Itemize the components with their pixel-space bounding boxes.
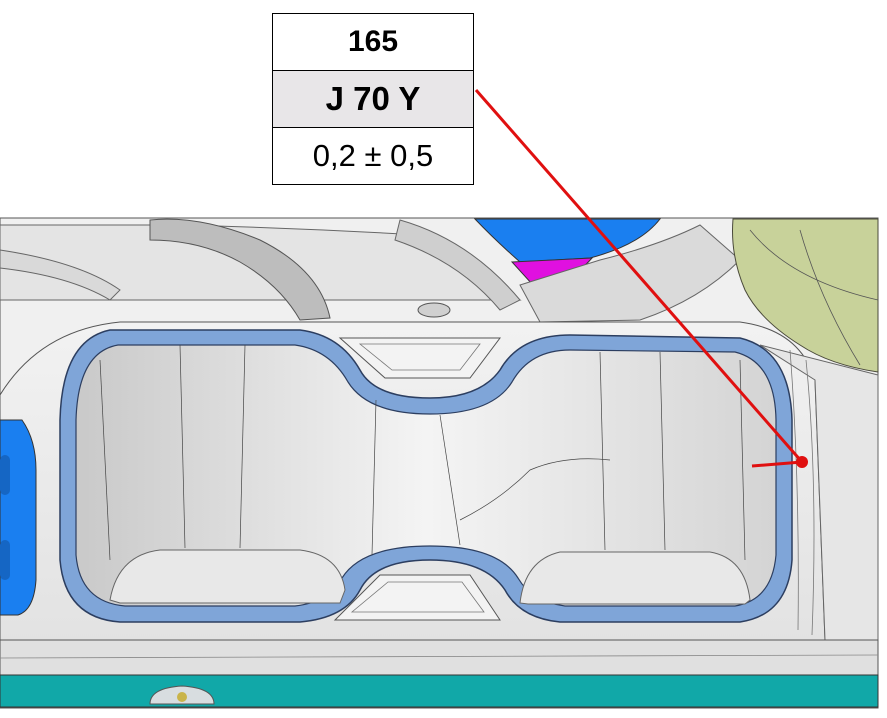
left-cup-bottom — [109, 549, 346, 604]
top-vent-inner — [358, 343, 481, 371]
label-id: 165 — [273, 14, 473, 71]
olive-seam-2 — [799, 229, 861, 366]
cupholder-cavity — [75, 344, 777, 607]
measure-direction-stub — [751, 460, 803, 468]
screw-boss — [417, 302, 451, 318]
dark-bracket-part — [149, 218, 331, 321]
left-blue-button-part — [0, 419, 37, 616]
left-blue-slot-1 — [0, 455, 10, 495]
strap-part — [0, 249, 121, 301]
label-code: J 70 Y — [273, 71, 473, 128]
bottom-vent — [333, 574, 501, 621]
curved-arm-part — [394, 219, 521, 311]
console-edge-line-1 — [789, 349, 799, 631]
teal-strip — [0, 674, 879, 708]
leader-line — [474, 89, 804, 463]
left-blue-slot-2 — [0, 540, 10, 580]
measurement-label: 165 J 70 Y 0,2 ± 0,5 — [272, 13, 474, 185]
bottom-vent-inner — [350, 581, 485, 613]
olive-seam-1 — [749, 229, 879, 301]
badge-mark — [177, 692, 187, 702]
lower-ledge-line — [0, 654, 879, 659]
top-vent — [338, 337, 501, 379]
measure-point — [796, 456, 808, 468]
console-edge-line-2 — [805, 359, 815, 636]
right-cup-bottom — [519, 551, 751, 605]
label-tolerance: 0,2 ± 0,5 — [312, 138, 434, 173]
